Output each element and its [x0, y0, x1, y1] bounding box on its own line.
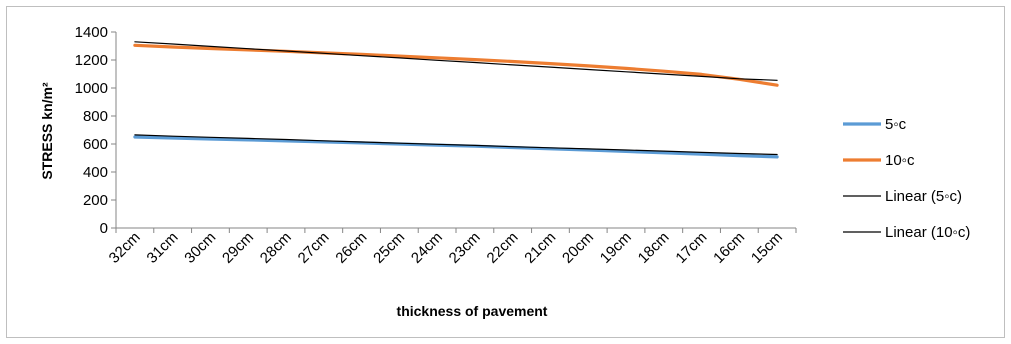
x-tick-label: 24cm [408, 229, 446, 267]
legend: 5◦c 10◦c Linear (5◦c) Linear (10◦c) [843, 116, 970, 241]
y-tick-label: 0 [100, 220, 108, 237]
x-tick-label: 31cm [144, 229, 182, 267]
series-line-trend-2 [134, 134, 778, 156]
legend-label: 10◦c [885, 152, 915, 169]
y-tick-label: 400 [83, 164, 108, 181]
x-tick-label: 22cm [484, 229, 522, 267]
x-tick-label: 18cm [635, 229, 673, 267]
series-layer [133, 41, 779, 159]
x-tick-label: 17cm [672, 229, 710, 267]
x-tick-label: 32cm [106, 229, 144, 267]
y-tick-label: 600 [83, 136, 108, 153]
series-line-trend-3 [134, 41, 778, 81]
x-tick-label: 26cm [332, 229, 370, 267]
x-tick-label: 19cm [597, 229, 635, 267]
x-tick-label: 27cm [295, 229, 333, 267]
y-tick-label: 1200 [75, 52, 108, 69]
y-tick-label: 200 [83, 192, 108, 209]
x-tick-label: 21cm [521, 229, 559, 267]
series-line-0 [133, 135, 779, 159]
x-tick-label: 25cm [370, 229, 408, 267]
x-tick-label: 20cm [559, 229, 597, 267]
x-tick-label: 16cm [710, 229, 748, 267]
x-tick-label: 29cm [219, 229, 257, 267]
x-axis-title: thickness of pavement [397, 303, 548, 319]
x-tick-label: 15cm [748, 229, 786, 267]
legend-label: Linear (5◦c) [885, 188, 962, 205]
y-tick-label: 1000 [75, 80, 108, 97]
y-tick-label: 1400 [75, 24, 108, 41]
y-tick-label: 800 [83, 108, 108, 125]
x-tick-label: 23cm [446, 229, 484, 267]
x-tick-label: 30cm [181, 229, 219, 267]
x-tick-label: 28cm [257, 229, 295, 267]
y-axis-title: STRESS kn/m² [39, 82, 55, 180]
legend-label: 5◦c [885, 116, 907, 133]
legend-label: Linear (10◦c) [885, 224, 970, 241]
series-line-1 [133, 43, 779, 87]
